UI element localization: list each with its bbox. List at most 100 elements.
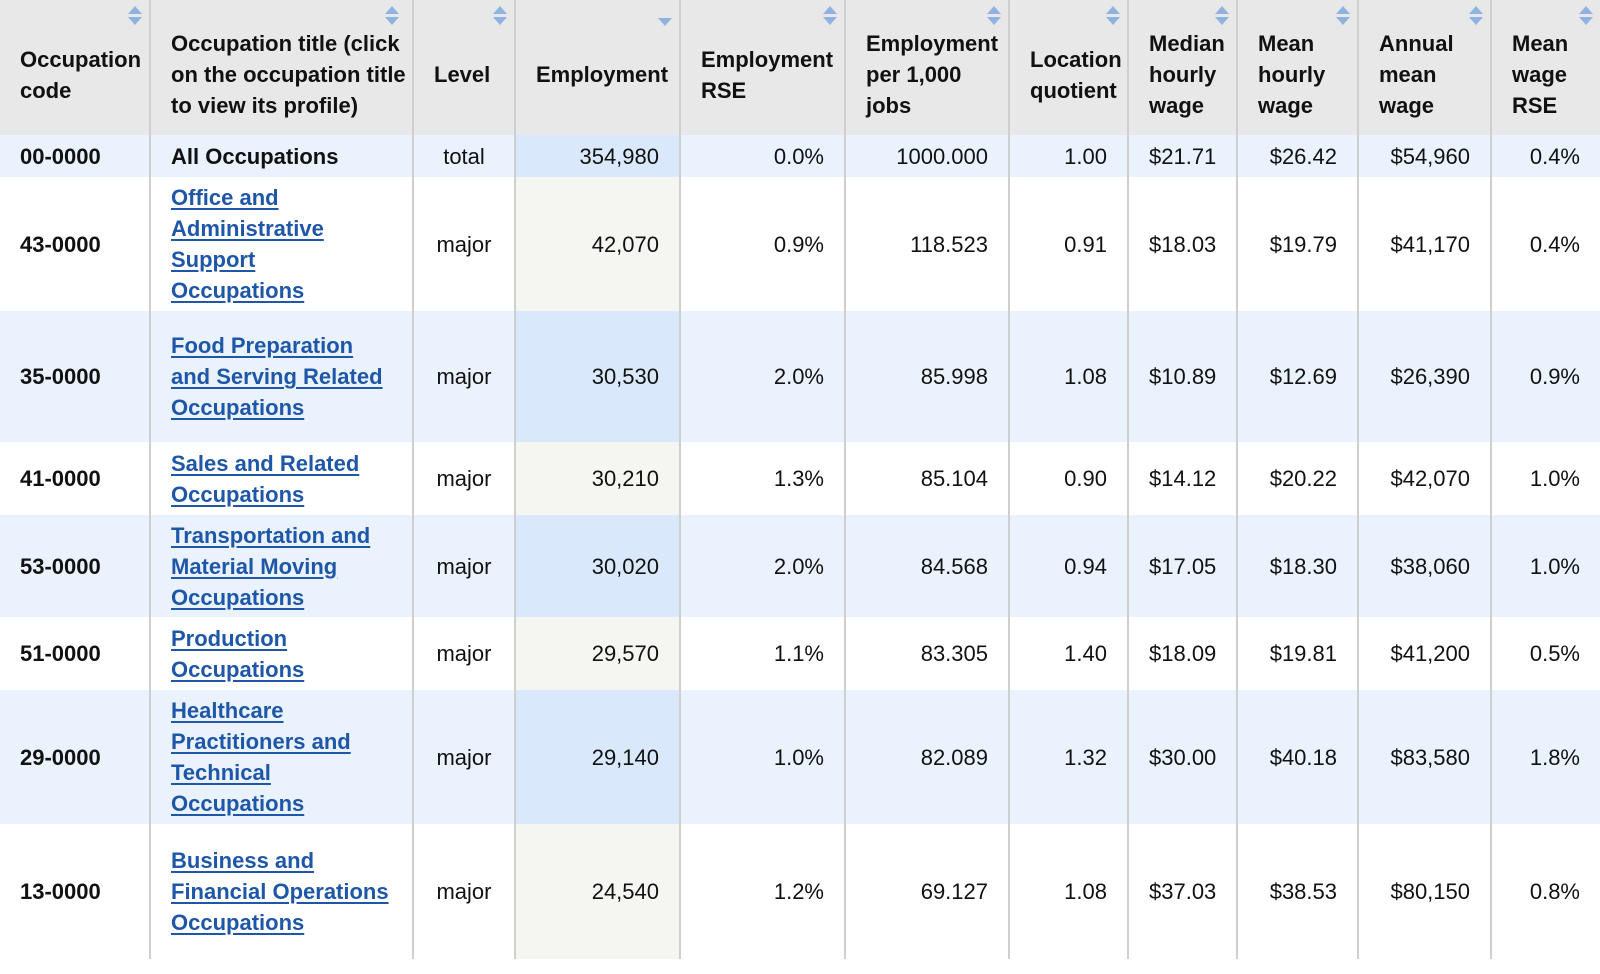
level-cell: total: [413, 135, 516, 177]
annual-mean-wage-cell: $54,960: [1358, 135, 1492, 177]
employment-per-1000-cell: 84.568: [845, 515, 1010, 617]
employment-per-1000-cell: 1000.000: [845, 135, 1010, 177]
employment-per-1000-cell: 118.523: [845, 177, 1010, 311]
table-row: 51-0000 Production Occupations major 29,570…: [0, 617, 1600, 690]
occupation-title-cell: Production Occupations: [150, 617, 414, 690]
occupation-title-cell: All Occupations: [150, 135, 414, 177]
header-level[interactable]: Level: [413, 0, 516, 135]
header-occupation-title[interactable]: Occupation title (click on the occupatio…: [150, 0, 414, 135]
sort-down-icon[interactable]: [657, 4, 673, 28]
mean-wage-rse-cell: 0.9%: [1491, 311, 1600, 442]
occupation-title-cell: Sales and Related Occupations: [150, 442, 414, 515]
employment-per-1000-cell: 85.104: [845, 442, 1010, 515]
sort-up-down-icon[interactable]: [986, 4, 1002, 28]
header-employment-rse[interactable]: Employment RSE: [680, 0, 846, 135]
sort-up-down-icon[interactable]: [1578, 4, 1594, 28]
mean-hourly-wage-cell: $40.18: [1237, 690, 1359, 824]
header-occupation-code[interactable]: Occupation code: [0, 0, 151, 135]
mean-hourly-wage-cell: $26.42: [1237, 135, 1359, 177]
mean-wage-rse-cell: 1.8%: [1491, 690, 1600, 824]
employment-rse-cell: 1.3%: [680, 442, 846, 515]
employment-cell: 29,140: [515, 690, 681, 824]
table-row: 41-0000 Sales and Related Occupations majo…: [0, 442, 1600, 515]
sort-up-down-icon[interactable]: [384, 4, 400, 28]
occupation-code-cell: 41-0000: [0, 442, 151, 515]
occupation-code-cell: 53-0000: [0, 515, 151, 617]
employment-rse-cell: 0.0%: [680, 135, 846, 177]
level-cell: major: [413, 311, 516, 442]
occupation-title-cell: Food Preparation and Serving Related Occ…: [150, 311, 414, 442]
mean-hourly-wage-cell: $19.81: [1237, 617, 1359, 690]
location-quotient-cell: 0.91: [1009, 177, 1129, 311]
sort-up-down-icon[interactable]: [127, 4, 143, 28]
employment-rse-cell: 2.0%: [680, 515, 846, 617]
occupation-profile-link[interactable]: Healthcare Practitioners and Technical O…: [171, 698, 351, 816]
employment-cell: 30,210: [515, 442, 681, 515]
sort-up-down-icon[interactable]: [1214, 4, 1230, 28]
location-quotient-cell: 1.00: [1009, 135, 1129, 177]
occupation-profile-link[interactable]: Business and Financial Operations Occupa…: [171, 848, 389, 935]
mean-hourly-wage-cell: $12.69: [1237, 311, 1359, 442]
sort-up-down-icon[interactable]: [822, 4, 838, 28]
annual-mean-wage-cell: $41,200: [1358, 617, 1492, 690]
employment-cell: 30,530: [515, 311, 681, 442]
occupation-code-cell: 51-0000: [0, 617, 151, 690]
table-row: 35-0000 Food Preparation and Serving Rela…: [0, 311, 1600, 442]
median-hourly-wage-cell: $18.03: [1128, 177, 1238, 311]
employment-per-1000-cell: 85.998: [845, 311, 1010, 442]
median-hourly-wage-cell: $10.89: [1128, 311, 1238, 442]
header-row: Occupation code Occupation title (click …: [0, 0, 1600, 135]
location-quotient-cell: 1.32: [1009, 690, 1129, 824]
sort-up-down-icon[interactable]: [1335, 4, 1351, 28]
sort-up-down-icon[interactable]: [492, 4, 508, 28]
mean-hourly-wage-cell: $18.30: [1237, 515, 1359, 617]
location-quotient-cell: 0.94: [1009, 515, 1129, 617]
table-row: 53-0000 Transportation and Material Movin…: [0, 515, 1600, 617]
occupation-title-cell: Healthcare Practitioners and Technical O…: [150, 690, 414, 824]
header-annual-mean-wage[interactable]: Annual mean wage: [1358, 0, 1492, 135]
occupation-profile-link[interactable]: Office and Administrative Support Occupa…: [171, 185, 324, 303]
occupation-code-cell: 43-0000: [0, 177, 151, 311]
annual-mean-wage-cell: $41,170: [1358, 177, 1492, 311]
median-hourly-wage-cell: $21.71: [1128, 135, 1238, 177]
header-mean-wage-rse[interactable]: Mean wage RSE: [1491, 0, 1600, 135]
header-employment[interactable]: Employment: [515, 0, 681, 135]
median-hourly-wage-cell: $17.05: [1128, 515, 1238, 617]
employment-cell: 30,020: [515, 515, 681, 617]
mean-hourly-wage-cell: $19.79: [1237, 177, 1359, 311]
mean-wage-rse-cell: 0.8%: [1491, 824, 1600, 959]
employment-cell: 354,980: [515, 135, 681, 177]
employment-per-1000-cell: 83.305: [845, 617, 1010, 690]
location-quotient-cell: 0.90: [1009, 442, 1129, 515]
occupation-profile-link[interactable]: Transportation and Material Moving Occup…: [171, 522, 371, 610]
level-cell: major: [413, 824, 516, 959]
mean-wage-rse-cell: 1.0%: [1491, 515, 1600, 617]
level-cell: major: [413, 442, 516, 515]
location-quotient-cell: 1.08: [1009, 824, 1129, 959]
occupation-profile-link[interactable]: Food Preparation and Serving Related Occ…: [171, 333, 383, 420]
sort-up-down-icon[interactable]: [1468, 4, 1484, 28]
employment-cell: 29,570: [515, 617, 681, 690]
median-hourly-wage-cell: $18.09: [1128, 617, 1238, 690]
header-mean-hourly-wage[interactable]: Mean hourly wage: [1237, 0, 1359, 135]
location-quotient-cell: 1.40: [1009, 617, 1129, 690]
occupation-code-cell: 35-0000: [0, 311, 151, 442]
header-median-hourly-wage[interactable]: Median hourly wage: [1128, 0, 1238, 135]
location-quotient-cell: 1.08: [1009, 311, 1129, 442]
occupation-profile-link[interactable]: Production Occupations: [171, 625, 305, 682]
level-cell: major: [413, 515, 516, 617]
occupation-title-cell: Business and Financial Operations Occupa…: [150, 824, 414, 959]
employment-rse-cell: 0.9%: [680, 177, 846, 311]
employment-rse-cell: 1.0%: [680, 690, 846, 824]
mean-wage-rse-cell: 0.5%: [1491, 617, 1600, 690]
mean-wage-rse-cell: 0.4%: [1491, 135, 1600, 177]
occupation-profile-link[interactable]: Sales and Related Occupations: [171, 450, 360, 507]
header-employment-per-1000[interactable]: Employment per 1,000 jobs: [845, 0, 1010, 135]
employment-rse-cell: 2.0%: [680, 311, 846, 442]
table-row: 00-0000 All Occupations total 354,980 0.0% 10…: [0, 135, 1600, 177]
header-location-quotient[interactable]: Location quotient: [1009, 0, 1129, 135]
median-hourly-wage-cell: $14.12: [1128, 442, 1238, 515]
occupation-code-cell: 13-0000: [0, 824, 151, 959]
sort-up-down-icon[interactable]: [1105, 4, 1121, 28]
